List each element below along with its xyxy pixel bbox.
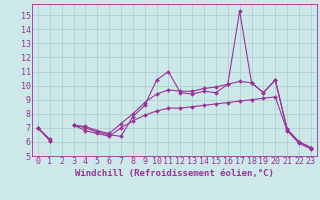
X-axis label: Windchill (Refroidissement éolien,°C): Windchill (Refroidissement éolien,°C)	[75, 169, 274, 178]
